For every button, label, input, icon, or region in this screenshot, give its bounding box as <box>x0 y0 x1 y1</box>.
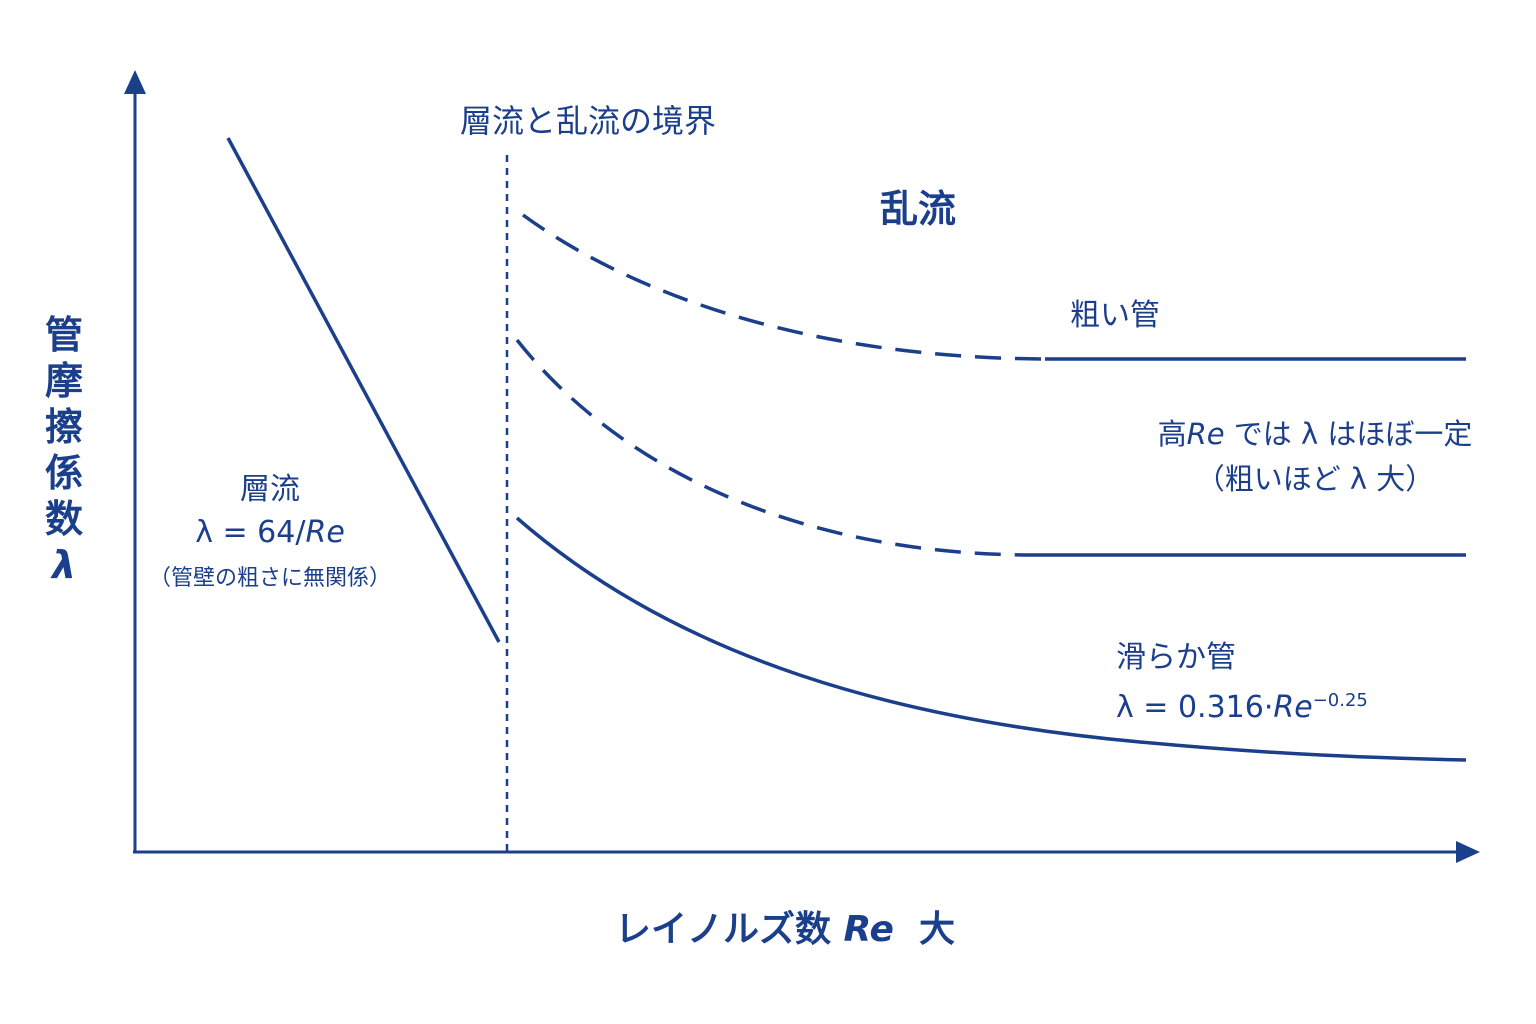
x-axis-label-suffix: 大 <box>893 909 955 950</box>
high-re-note-prefix: 高 <box>1157 417 1187 451</box>
laminar-line <box>226 137 501 643</box>
medium-pipe-transition-curve <box>515 338 1036 557</box>
laminar-formula-prefix: λ = 64/ <box>195 515 306 550</box>
laminar-formula-re: Re <box>305 515 345 550</box>
y-axis-label-char: λ <box>51 543 77 587</box>
rough-pipe-label: 粗い管 <box>1070 298 1160 333</box>
y-axis-label-char: 管 <box>44 313 83 357</box>
high-re-note-suffix: では λ はほぼ一定 <box>1224 417 1473 451</box>
laminar-note: （管壁の粗さに無関係） <box>148 566 391 591</box>
boundary-label: 層流と乱流の境界 <box>460 102 717 140</box>
y-axis-label-char: 数 <box>44 497 83 541</box>
high-re-note-line1: 高Re では λ はほぼ一定 <box>1140 414 1490 454</box>
smooth-pipe-annotation: 滑らか管 λ = 0.316·Re−0.25 <box>1116 638 1368 731</box>
x-axis-label-re: Re <box>843 909 894 950</box>
x-axis-label: レイノルズ数 Re 大 <box>615 900 955 952</box>
x-axis-label-prefix: レイノルズ数 <box>615 909 844 950</box>
smooth-pipe-formula-prefix: λ = 0.316· <box>1116 690 1274 725</box>
smooth-pipe-title: 滑らか管 <box>1116 640 1236 675</box>
y-axis-label-char: 係 <box>44 451 83 495</box>
y-axis-label: 管 摩 擦 係 数 λ <box>40 312 88 588</box>
laminar-formula: λ = 64/Re <box>140 510 400 556</box>
y-axis-label-char: 摩 <box>44 359 83 403</box>
y-axis-label-char: 擦 <box>44 405 83 449</box>
smooth-pipe-curve <box>515 516 1467 762</box>
high-re-note: 高Re では λ はほぼ一定 （粗いほど λ 大） <box>1140 414 1490 504</box>
x-axis-arrowhead <box>1456 841 1480 863</box>
smooth-pipe-formula-re: Re <box>1273 690 1313 725</box>
high-re-note-re: Re <box>1186 417 1225 451</box>
high-re-note-line2: （粗いほど λ 大） <box>1195 462 1435 496</box>
laminar-annotation: 層流 λ = 64/Re （管壁の粗さに無関係） <box>140 470 400 602</box>
rough-pipe-transition-curve <box>521 213 1046 361</box>
smooth-pipe-formula: λ = 0.316·Re−0.25 <box>1116 678 1368 731</box>
y-axis-arrowhead <box>124 70 146 94</box>
turbulent-label: 乱流 <box>880 187 957 231</box>
smooth-pipe-formula-exponent: −0.25 <box>1312 690 1368 711</box>
laminar-title: 層流 <box>240 472 300 507</box>
